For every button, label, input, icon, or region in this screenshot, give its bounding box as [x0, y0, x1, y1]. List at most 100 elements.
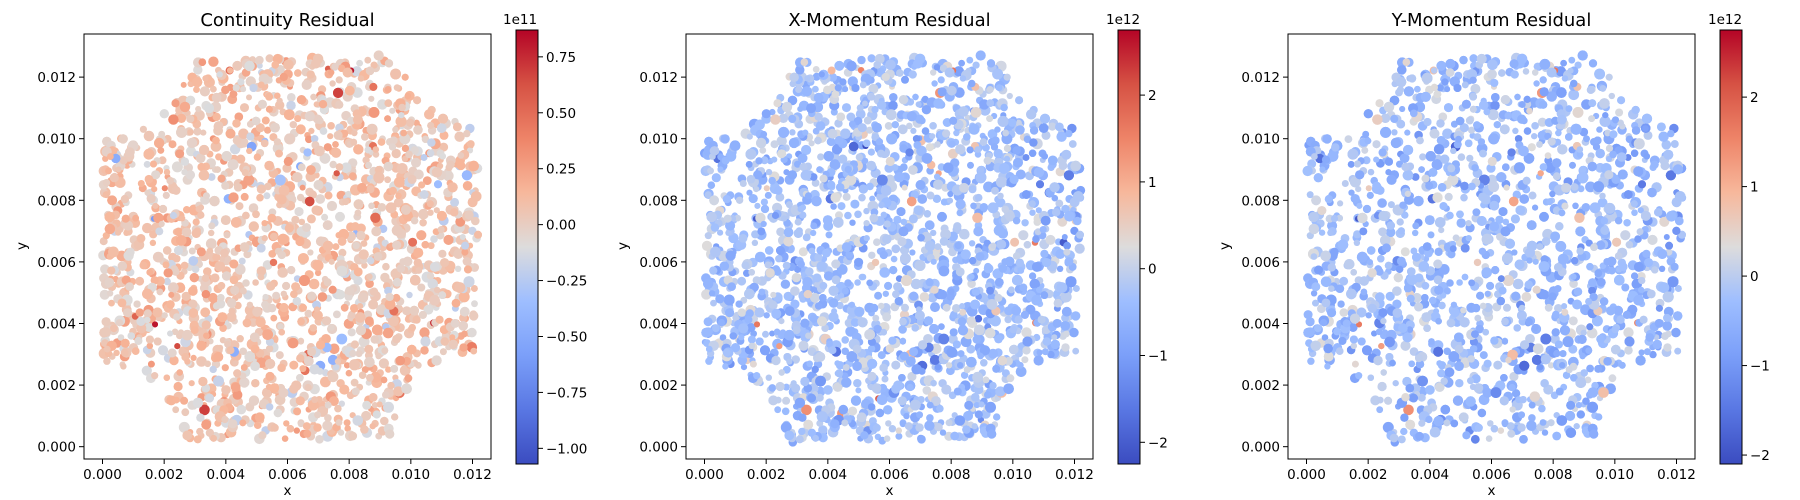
scatter-point: [868, 251, 876, 259]
scatter-point: [1019, 283, 1028, 292]
scatter-point: [151, 170, 161, 180]
scatter-point: [746, 189, 753, 196]
scatter-point: [102, 155, 109, 162]
scatter-point: [427, 209, 434, 216]
scatter-point: [357, 303, 364, 310]
scatter-point: [963, 133, 971, 141]
scatter-point: [221, 271, 232, 281]
scatter-point: [963, 366, 971, 374]
y-tick-label: 0.002: [37, 378, 76, 394]
scatter-point: [174, 343, 181, 350]
scatter-point: [735, 300, 743, 308]
scatter-point: [1049, 182, 1060, 193]
scatter-point: [119, 156, 128, 165]
scatter-point: [115, 229, 122, 236]
scatter-point: [905, 148, 914, 157]
scatter-point: [828, 298, 839, 308]
scatter-point: [450, 208, 459, 217]
scatter-point: [216, 71, 223, 78]
scatter-point: [395, 115, 407, 127]
scatter-point: [229, 259, 239, 269]
scatter-point: [366, 185, 375, 194]
scatter-point: [178, 421, 190, 433]
scatter-point: [897, 124, 908, 135]
scatter-point: [377, 203, 387, 212]
scatter-point: [470, 191, 482, 202]
scatter-point: [284, 223, 294, 233]
scatter-point: [146, 269, 153, 276]
scatter-point: [933, 98, 944, 109]
scatter-point: [825, 231, 833, 239]
scatter-point: [419, 327, 430, 338]
scatter-point: [369, 287, 379, 296]
scatter-point: [324, 401, 332, 409]
colorbar-tick-label: −0.75: [546, 385, 587, 401]
scatter-point: [443, 234, 454, 245]
scatter-point: [798, 427, 806, 436]
scatter-point: [417, 283, 426, 292]
scatter-point: [208, 229, 215, 237]
scatter-point: [297, 317, 305, 326]
scatter-point: [922, 386, 932, 395]
scatter-point: [883, 435, 891, 442]
scatter-point: [167, 330, 174, 337]
scatter-point: [747, 335, 756, 344]
scatter-point: [352, 242, 360, 250]
scatter-point: [412, 315, 421, 324]
scatter-point: [328, 258, 335, 265]
scatter-point: [930, 343, 942, 355]
scatter-point: [438, 249, 447, 258]
x-axis-label: x: [284, 483, 292, 499]
scatter-point: [1015, 366, 1027, 377]
scatter-point: [324, 191, 333, 200]
scatter-point: [232, 360, 239, 367]
scatter-point: [1061, 149, 1072, 160]
scatter-point: [158, 156, 167, 165]
scatter-point: [369, 82, 378, 91]
scatter-point: [269, 258, 278, 267]
scatter-point: [984, 262, 992, 271]
scatter-point: [212, 136, 220, 145]
scatter-point: [260, 139, 269, 148]
scatter-point: [313, 101, 320, 108]
scatter-point: [1061, 204, 1070, 214]
scatter-point: [264, 182, 272, 191]
scatter-point: [350, 138, 358, 146]
scatter-point: [166, 176, 174, 185]
scatter-point: [901, 184, 908, 191]
scatter-point: [120, 348, 129, 357]
scatter-point: [303, 429, 312, 438]
scatter-point: [754, 119, 765, 130]
scatter-point: [383, 161, 393, 172]
scatter-point: [746, 174, 756, 184]
scatter-point: [972, 61, 980, 69]
scatter-point: [252, 279, 259, 286]
scatter-point: [265, 345, 274, 353]
scatter-point: [707, 181, 716, 189]
scatter-point: [353, 267, 363, 277]
panel-continuity: Continuity Residual 0.000 0.002 0.004 0.006…: [14, 10, 587, 499]
scatter-point: [198, 376, 208, 387]
scatter-point: [768, 176, 776, 185]
scatter-point: [898, 226, 909, 237]
scatter-point: [701, 289, 712, 300]
scatter-point: [1010, 237, 1020, 247]
scatter-point: [986, 99, 995, 107]
scatter-point: [849, 120, 856, 128]
scatter-point: [270, 314, 278, 322]
scatter-point: [429, 294, 440, 306]
scatter-point: [942, 303, 951, 312]
scatter-point: [326, 200, 338, 212]
scatter-points: [98, 50, 483, 445]
scatter-point: [470, 347, 478, 355]
scatter-point: [208, 292, 218, 303]
scatter-point: [468, 160, 480, 172]
scatter-point: [992, 68, 1003, 80]
scatter-point: [906, 196, 917, 207]
scatter-point: [144, 189, 151, 196]
scatter-point: [1018, 230, 1029, 241]
scatter-point: [150, 160, 157, 168]
scatter-point: [309, 324, 317, 332]
scatter-point: [777, 149, 787, 159]
scatter-point: [768, 384, 777, 392]
